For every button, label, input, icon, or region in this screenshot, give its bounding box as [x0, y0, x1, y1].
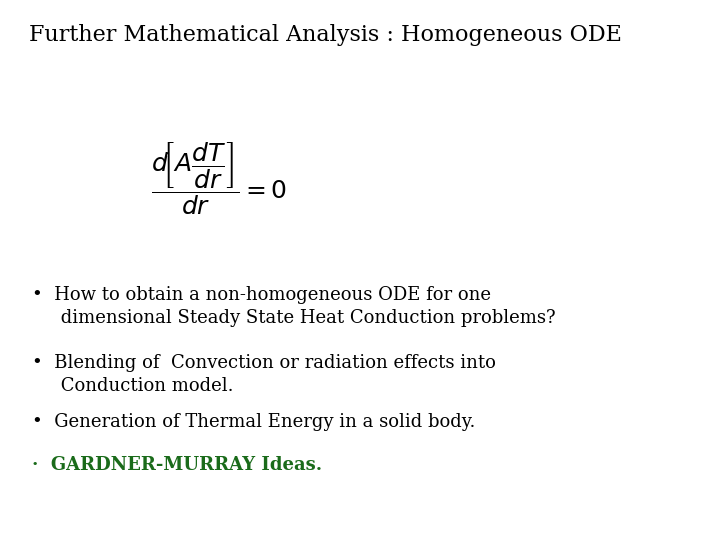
Text: ·  GARDNER-MURRAY Ideas.: · GARDNER-MURRAY Ideas.: [32, 456, 323, 474]
Text: Further Mathematical Analysis : Homogeneous ODE: Further Mathematical Analysis : Homogene…: [29, 24, 621, 46]
Text: •  Generation of Thermal Energy in a solid body.: • Generation of Thermal Energy in a soli…: [32, 413, 476, 431]
Text: •  How to obtain a non-homogeneous ODE for one
     dimensional Steady State Hea: • How to obtain a non-homogeneous ODE fo…: [32, 286, 556, 327]
Text: $\dfrac{d\!\left[ A\dfrac{dT}{dr}\right]}{dr} = 0$: $\dfrac{d\!\left[ A\dfrac{dT}{dr}\right]…: [151, 140, 287, 217]
Text: •  Blending of  Convection or radiation effects into
     Conduction model.: • Blending of Convection or radiation ef…: [32, 354, 496, 395]
